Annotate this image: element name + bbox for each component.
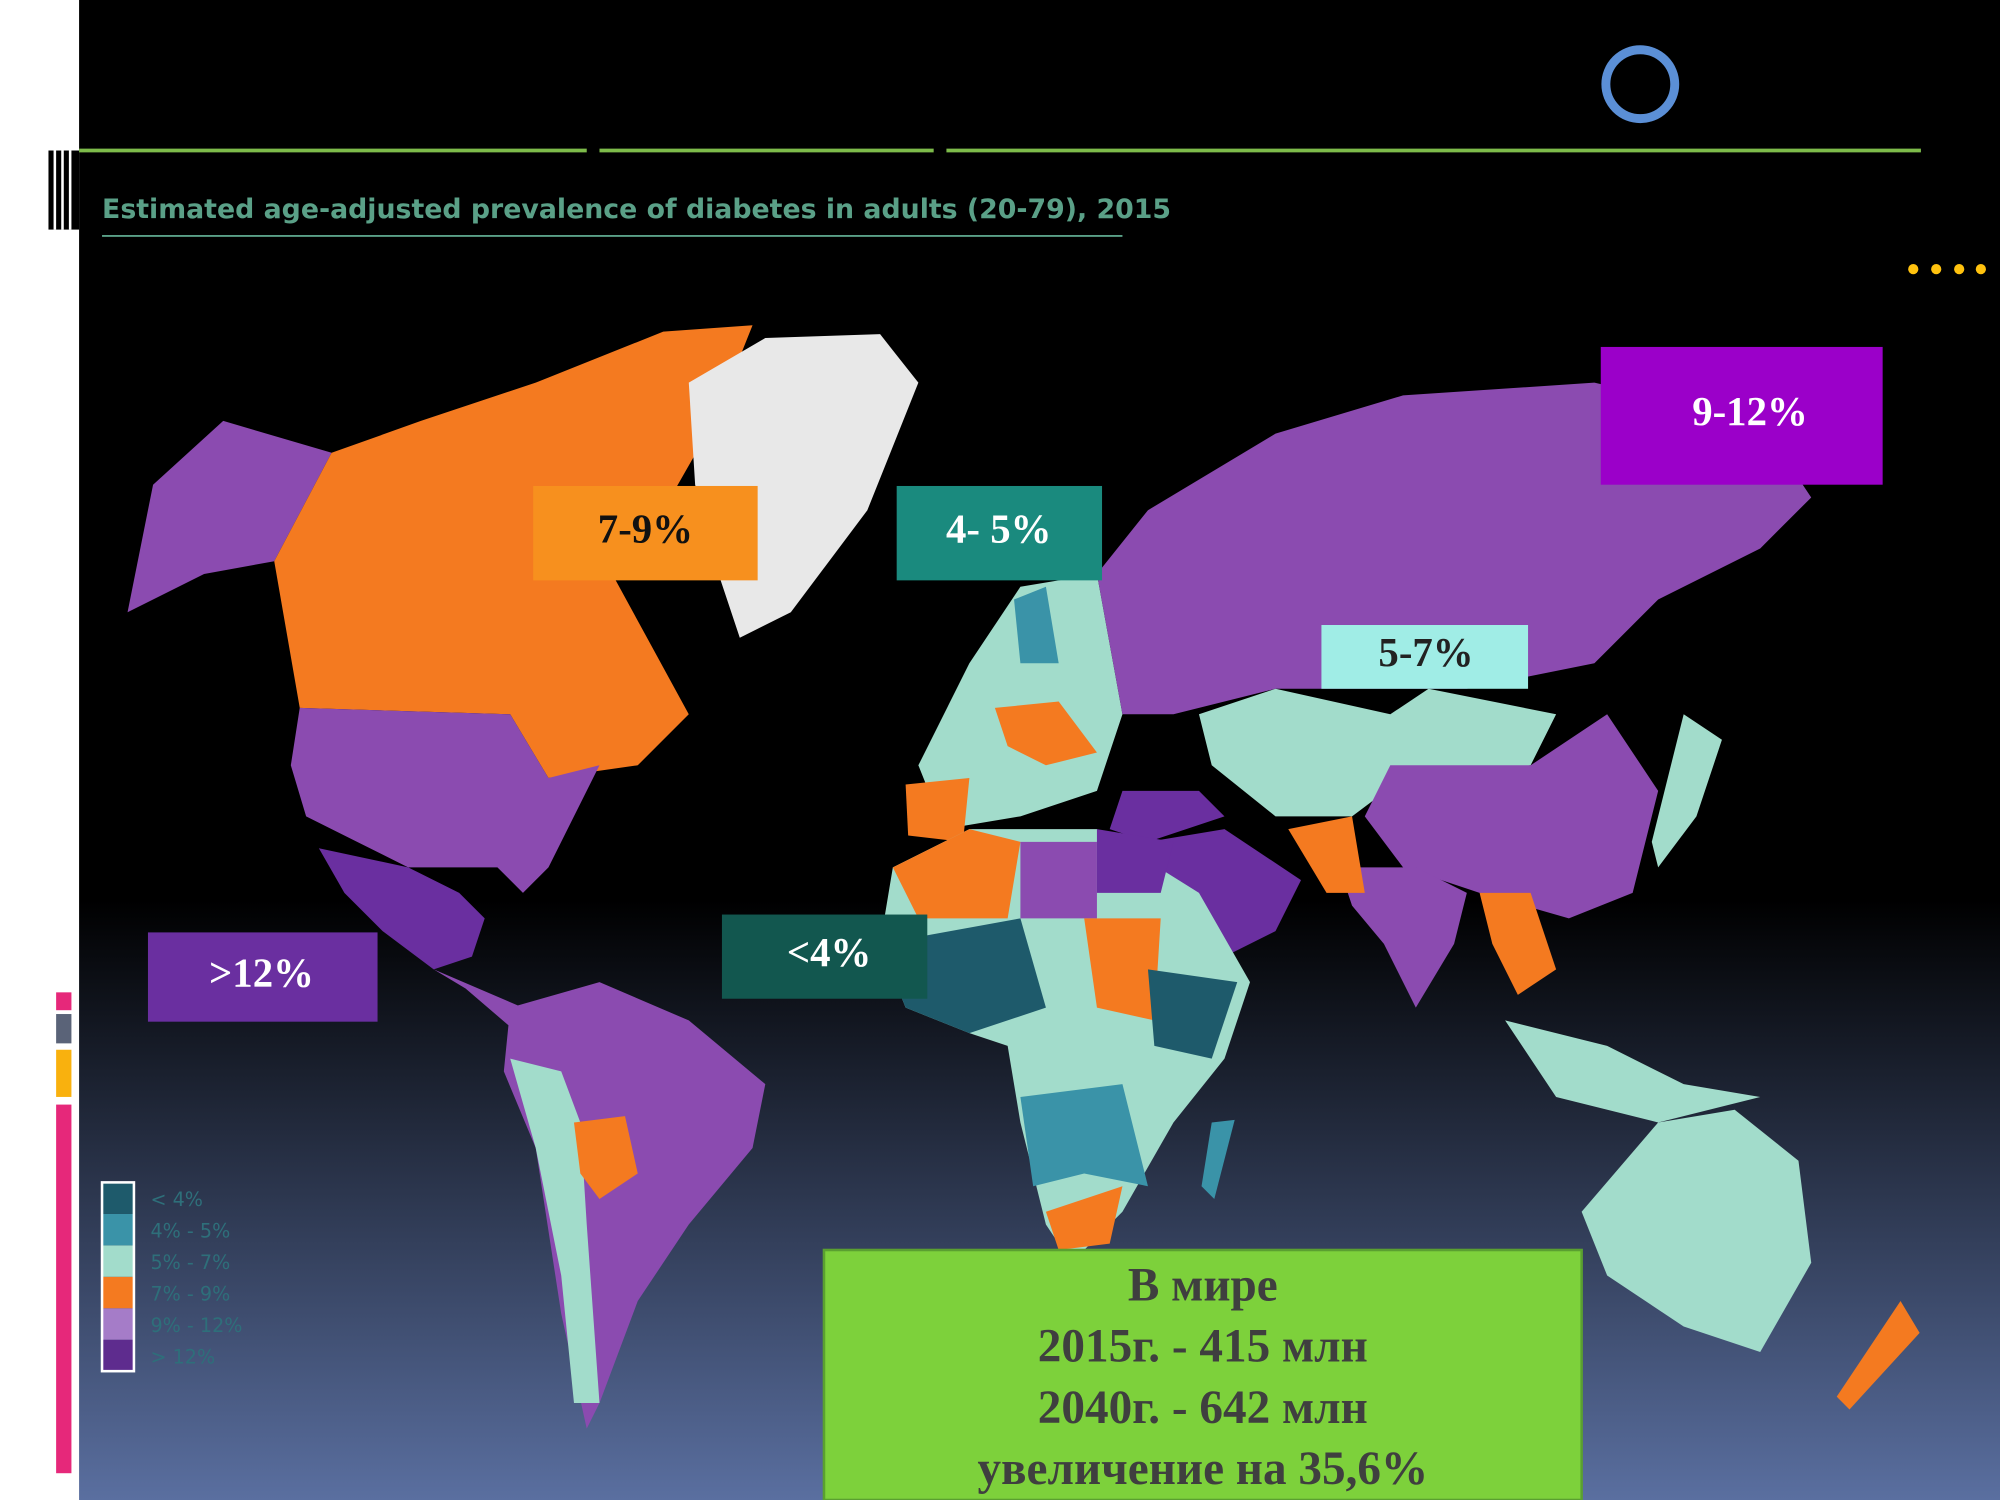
legend-swatch xyxy=(102,1339,134,1372)
legend-label: > 12% xyxy=(151,1345,216,1368)
map-label: <4% xyxy=(787,930,871,975)
title: Estimated age-adjusted prevalence of dia… xyxy=(102,194,1171,225)
legend-label: 9% - 12% xyxy=(151,1314,243,1337)
map-label: 5-7% xyxy=(1378,630,1473,675)
legend-label: 5% - 7% xyxy=(151,1251,231,1274)
info-line: В мире xyxy=(1128,1259,1278,1311)
map-label: 9-12% xyxy=(1692,389,1808,434)
legend-swatch xyxy=(102,1213,134,1246)
info-line: 2015г. - 415 млн xyxy=(1038,1321,1368,1373)
label-box xyxy=(896,485,1103,581)
legend-label: 7% - 9% xyxy=(151,1283,231,1306)
label-box xyxy=(721,914,928,999)
info-line: 2040г. - 642 млн xyxy=(1038,1382,1368,1434)
label-box xyxy=(1600,346,1883,485)
legend-swatch xyxy=(102,1276,134,1309)
info-line: увеличение на 35,6% xyxy=(977,1443,1428,1495)
legend-swatch xyxy=(102,1182,134,1214)
legend-swatch xyxy=(102,1308,134,1340)
world-map xyxy=(127,325,1920,1429)
legend: > 12% 9% - 12% 7% - 9% 5% - 7% 4% - 5% < 4% xyxy=(100,1181,243,1373)
info-box xyxy=(822,1248,1583,1500)
map-label: 7-9% xyxy=(598,507,693,552)
legend-swatch xyxy=(102,1245,134,1277)
legend-label: 4% - 5% xyxy=(151,1220,231,1243)
map-label: >12% xyxy=(209,950,314,995)
label-box xyxy=(1321,625,1529,689)
map-label: 4- 5% xyxy=(946,507,1051,552)
legend-label: < 4% xyxy=(151,1188,203,1211)
label-box xyxy=(147,932,378,1022)
decor xyxy=(48,45,1986,1474)
label-box xyxy=(533,485,758,581)
